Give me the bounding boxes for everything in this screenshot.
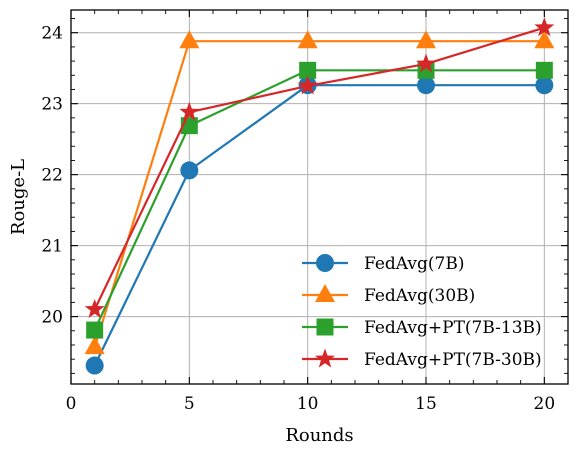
y-axis-label: Rouge-L <box>8 159 29 235</box>
series-line <box>93 69 545 331</box>
data-point <box>299 61 317 79</box>
data-point <box>297 30 318 49</box>
data-point <box>534 17 555 37</box>
legend-item: FedAvg+PT(7B-30B) <box>302 348 542 370</box>
series-layer <box>84 17 555 375</box>
data-point <box>180 161 199 180</box>
series-square <box>86 61 553 339</box>
x-tick-label: 15 <box>415 394 437 414</box>
data-point <box>416 53 436 73</box>
x-axis-label: Rounds <box>285 425 353 446</box>
y-tick-label: 21 <box>41 237 63 257</box>
legend: FedAvg(7B) FedAvg(30B) FedAvg+PT(7B-13B) Fe… <box>302 254 542 370</box>
legend-label: FedAvg(30B) <box>364 286 475 306</box>
data-point <box>297 75 318 95</box>
x-tick-label: 10 <box>297 394 319 414</box>
x-tick-label: 20 <box>534 394 556 414</box>
data-point <box>84 336 105 355</box>
plot-frame <box>70 9 569 385</box>
data-point <box>86 321 104 339</box>
y-tick-label: 20 <box>41 308 63 328</box>
y-tick-label: 23 <box>41 95 63 115</box>
legend-label: FedAvg+PT(7B-30B) <box>364 350 542 370</box>
data-point <box>179 101 200 121</box>
legend-marker <box>316 318 334 336</box>
series-triangle <box>84 30 555 355</box>
legend-item: FedAvg+PT(7B-13B) <box>302 318 542 338</box>
data-point <box>179 30 200 49</box>
series-star <box>84 17 555 318</box>
legend-marker <box>315 284 335 302</box>
data-point <box>535 76 554 95</box>
legend-item: FedAvg(30B) <box>302 284 475 306</box>
legend-marker <box>316 254 334 272</box>
data-point <box>84 299 105 318</box>
data-point <box>85 356 104 375</box>
legend-label: FedAvg+PT(7B-13B) <box>364 318 542 338</box>
y-tick-label: 22 <box>41 166 63 186</box>
data-point <box>535 61 553 79</box>
ticks: 0 5 10 15 20 20 21 22 23 24 <box>41 10 569 414</box>
data-point <box>534 30 555 49</box>
legend-marker <box>315 348 335 368</box>
data-point <box>416 30 436 49</box>
x-tick-label: 5 <box>184 394 195 414</box>
series-circle <box>85 76 554 375</box>
data-point <box>417 76 435 95</box>
y-tick-label: 24 <box>41 24 63 44</box>
legend-item: FedAvg(7B) <box>302 254 464 274</box>
legend-label: FedAvg(7B) <box>364 254 464 274</box>
x-tick-label: 0 <box>66 394 77 414</box>
